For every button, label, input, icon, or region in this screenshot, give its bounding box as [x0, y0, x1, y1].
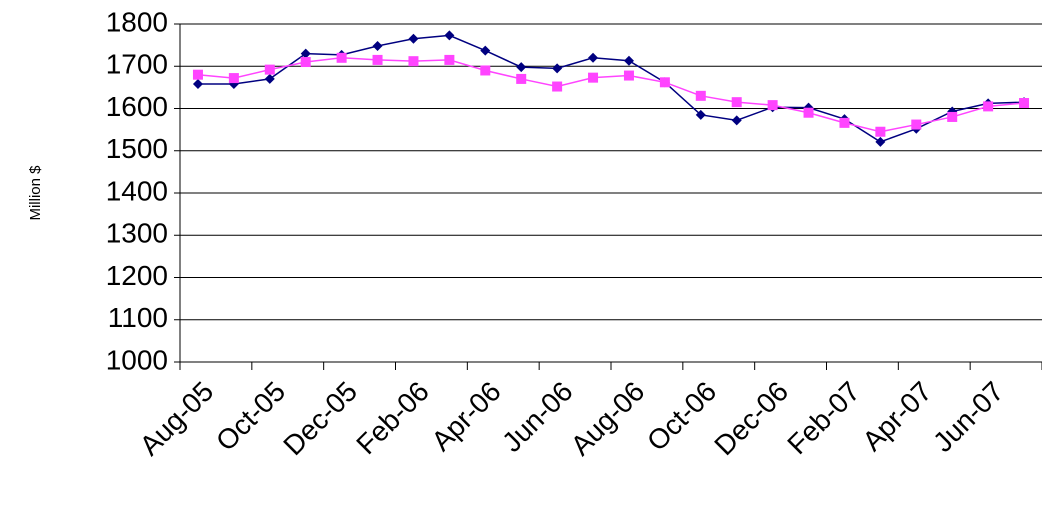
y-tick-label: 1600 — [106, 91, 168, 122]
marker — [552, 63, 563, 74]
marker — [983, 101, 994, 112]
marker — [623, 70, 634, 81]
x-tick-label: Oct-05 — [210, 376, 291, 457]
marker — [408, 56, 419, 67]
marker — [552, 81, 563, 92]
x-tick-label: Aug-05 — [134, 376, 220, 462]
marker — [192, 69, 203, 80]
marker — [875, 136, 886, 147]
x-tick-label: Dec-05 — [277, 376, 363, 462]
series-line — [197, 34, 1025, 143]
marker — [588, 52, 599, 63]
marker — [444, 30, 455, 41]
y-tick-label: 1200 — [106, 260, 168, 291]
y-tick-label: 1700 — [106, 49, 168, 80]
marker — [444, 54, 455, 65]
x-tick-label: Apr-07 — [856, 376, 937, 457]
marker — [803, 107, 814, 118]
marker — [480, 65, 491, 76]
marker — [408, 33, 419, 44]
x-tick-label: Feb-07 — [781, 376, 866, 461]
x-tick-label: Dec-06 — [708, 376, 794, 462]
marker — [695, 109, 706, 120]
y-tick-label: 1400 — [106, 175, 168, 206]
marker — [516, 73, 527, 84]
marker — [875, 126, 886, 137]
x-tick-label: Feb-06 — [350, 376, 435, 461]
y-tick-label: 1100 — [108, 302, 168, 333]
marker — [767, 100, 778, 111]
marker — [300, 57, 311, 68]
y-tick-label: 1800 — [106, 6, 168, 37]
y-tick-label: 1500 — [106, 133, 168, 164]
marker — [372, 40, 383, 51]
marker — [731, 97, 742, 108]
marker — [480, 45, 491, 56]
marker — [911, 119, 922, 130]
marker — [623, 55, 634, 66]
marker — [300, 48, 311, 59]
marker — [336, 52, 347, 63]
x-tick-label: Aug-06 — [565, 376, 651, 462]
marker — [947, 111, 958, 122]
x-tick-label: Jun-06 — [496, 376, 578, 458]
y-axis-label: Million $ — [27, 165, 44, 221]
y-tick-label: 1000 — [106, 344, 168, 375]
x-tick-label: Jun-07 — [927, 376, 1009, 458]
marker — [839, 117, 850, 128]
marker — [264, 73, 275, 84]
y-tick-label: 1300 — [106, 218, 168, 249]
marker — [1019, 98, 1030, 109]
marker — [695, 90, 706, 101]
marker — [192, 78, 203, 89]
marker — [731, 115, 742, 126]
marker — [516, 62, 527, 73]
marker — [588, 72, 599, 83]
x-tick-label: Apr-06 — [425, 376, 506, 457]
marker — [264, 64, 275, 75]
series-line — [197, 57, 1025, 133]
x-tick-label: Oct-06 — [641, 376, 722, 457]
marker — [228, 73, 239, 84]
marker — [372, 54, 383, 65]
marker — [659, 77, 670, 88]
